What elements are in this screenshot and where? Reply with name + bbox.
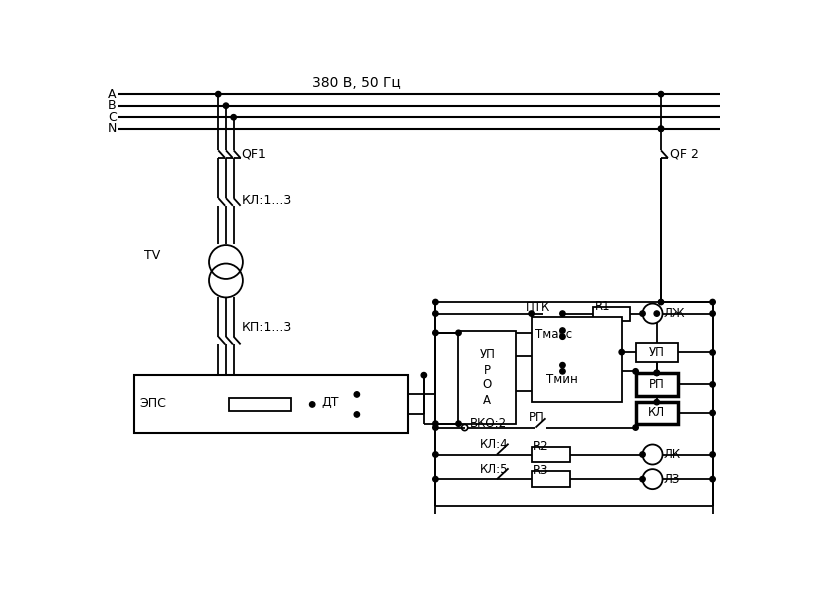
Text: ПТК: ПТК — [525, 301, 550, 314]
Circle shape — [433, 311, 438, 316]
Text: КЛ: КЛ — [648, 407, 665, 419]
Circle shape — [654, 370, 659, 375]
Text: КЛ:1...3: КЛ:1...3 — [241, 194, 291, 207]
Text: УП
Р
О
А: УП Р О А — [479, 349, 496, 407]
Circle shape — [710, 350, 715, 355]
Circle shape — [433, 300, 438, 305]
Text: TV: TV — [144, 249, 160, 262]
Circle shape — [658, 126, 663, 131]
Text: Тмин: Тмин — [546, 372, 578, 385]
Circle shape — [658, 300, 663, 305]
Circle shape — [231, 114, 236, 120]
Circle shape — [710, 300, 715, 305]
Circle shape — [529, 311, 534, 316]
Bar — [636, 373, 678, 396]
Circle shape — [710, 311, 715, 316]
Circle shape — [654, 370, 659, 375]
Circle shape — [560, 369, 565, 374]
Text: A: A — [108, 88, 117, 101]
Circle shape — [654, 311, 659, 316]
Bar — [636, 402, 678, 424]
Circle shape — [456, 330, 461, 336]
Circle shape — [640, 452, 645, 457]
Circle shape — [354, 412, 360, 417]
Circle shape — [560, 362, 565, 368]
Circle shape — [642, 445, 663, 465]
Text: ЛЗ: ЛЗ — [663, 472, 680, 485]
Circle shape — [456, 421, 461, 426]
Text: ЛЖ: ЛЖ — [663, 307, 685, 320]
Circle shape — [710, 477, 715, 482]
Text: Тмакс: Тмакс — [535, 328, 572, 341]
Text: B: B — [108, 99, 117, 112]
Circle shape — [710, 452, 715, 457]
Circle shape — [433, 452, 438, 457]
Text: R3: R3 — [533, 464, 549, 477]
Bar — [532, 471, 570, 487]
Bar — [532, 447, 570, 462]
Text: ДТ: ДТ — [321, 395, 339, 408]
Text: УП: УП — [649, 346, 665, 359]
Circle shape — [433, 477, 438, 482]
Circle shape — [640, 311, 645, 316]
Circle shape — [560, 334, 565, 339]
Text: 380 В, 50 Гц: 380 В, 50 Гц — [312, 76, 401, 89]
Circle shape — [433, 425, 438, 430]
Bar — [593, 307, 630, 320]
Circle shape — [354, 392, 360, 397]
Circle shape — [619, 349, 624, 355]
Bar — [133, 375, 408, 433]
Text: QF1: QF1 — [241, 147, 266, 160]
Circle shape — [642, 304, 663, 324]
Circle shape — [710, 382, 715, 387]
Text: ЛК: ЛК — [663, 448, 681, 461]
Text: N: N — [108, 123, 118, 136]
Circle shape — [710, 410, 715, 416]
Circle shape — [309, 402, 315, 407]
Circle shape — [433, 330, 438, 336]
Circle shape — [216, 91, 221, 97]
Bar — [532, 317, 622, 402]
Text: R2: R2 — [533, 439, 549, 452]
Bar — [229, 397, 290, 411]
Text: РП: РП — [528, 411, 544, 424]
Circle shape — [658, 91, 663, 97]
Text: РП: РП — [649, 378, 665, 391]
Text: КЛ:4: КЛ:4 — [480, 438, 509, 451]
Circle shape — [642, 469, 663, 489]
Text: КП:1...3: КП:1...3 — [241, 321, 291, 334]
Text: QF 2: QF 2 — [670, 147, 699, 160]
Text: R1: R1 — [595, 300, 610, 313]
Circle shape — [640, 477, 645, 482]
Bar — [636, 343, 678, 362]
Circle shape — [421, 372, 426, 378]
Circle shape — [433, 421, 438, 426]
Text: C: C — [108, 111, 117, 124]
Circle shape — [658, 126, 663, 131]
Text: ВКО:2: ВКО:2 — [470, 417, 507, 430]
Bar — [459, 332, 516, 424]
Circle shape — [633, 425, 638, 430]
Circle shape — [633, 369, 638, 374]
Circle shape — [223, 103, 229, 108]
Circle shape — [560, 328, 565, 333]
Text: ЭПС: ЭПС — [140, 397, 167, 410]
Circle shape — [654, 400, 659, 405]
Circle shape — [560, 311, 565, 316]
Text: КЛ:5: КЛ:5 — [480, 462, 509, 475]
